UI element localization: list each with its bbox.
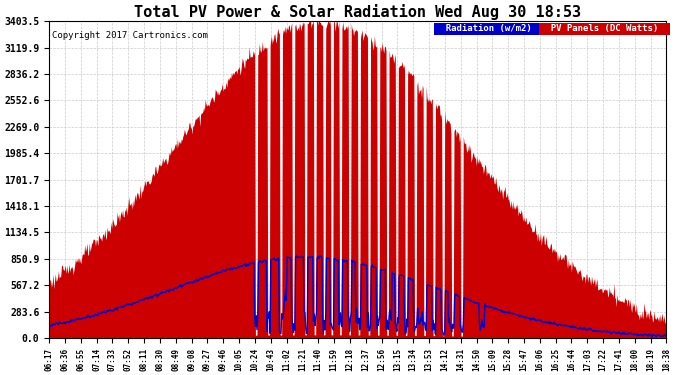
Text: Copyright 2017 Cartronics.com: Copyright 2017 Cartronics.com [52,31,208,40]
Title: Total PV Power & Solar Radiation Wed Aug 30 18:53: Total PV Power & Solar Radiation Wed Aug… [135,4,582,20]
Text: Radiation (w/m2): Radiation (w/m2) [435,24,542,33]
Text: PV Panels (DC Watts): PV Panels (DC Watts) [540,24,669,33]
